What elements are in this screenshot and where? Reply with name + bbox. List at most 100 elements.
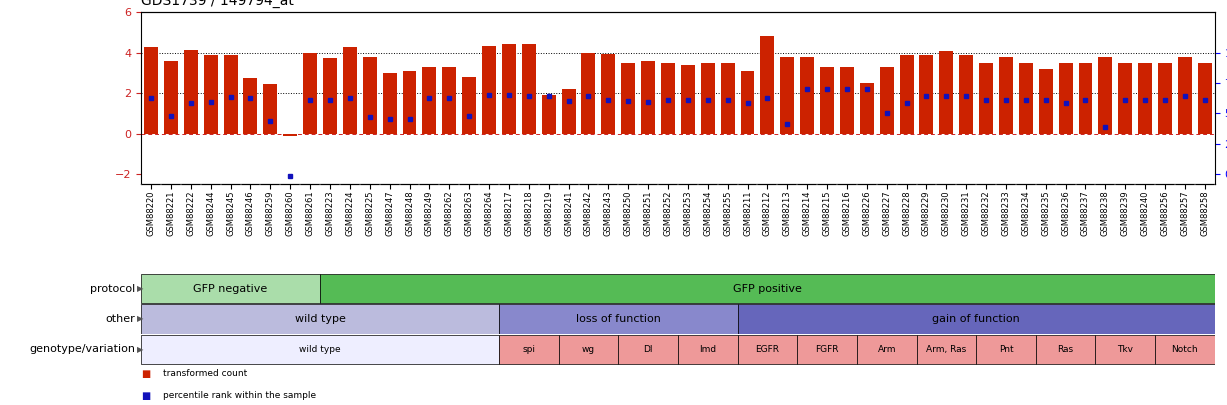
Bar xyxy=(1059,63,1072,134)
Bar xyxy=(741,71,755,134)
Bar xyxy=(618,335,677,364)
Text: spi: spi xyxy=(523,345,535,354)
Text: Imd: Imd xyxy=(699,345,717,354)
Text: ▶: ▶ xyxy=(137,314,144,324)
Text: GFP positive: GFP positive xyxy=(733,284,801,294)
Bar xyxy=(141,305,499,334)
Bar xyxy=(562,89,575,134)
Bar xyxy=(342,47,357,134)
Bar xyxy=(820,67,834,134)
Text: Dl: Dl xyxy=(643,345,653,354)
Bar xyxy=(402,71,416,134)
Bar xyxy=(601,54,615,134)
Bar xyxy=(499,335,558,364)
Bar xyxy=(999,57,1014,134)
Bar xyxy=(1036,335,1096,364)
Bar xyxy=(798,335,856,364)
Text: ▶: ▶ xyxy=(137,284,144,293)
Text: Tkv: Tkv xyxy=(1118,345,1134,354)
Bar xyxy=(283,134,297,136)
Bar xyxy=(264,84,277,134)
Bar xyxy=(661,63,675,134)
Text: gain of function: gain of function xyxy=(933,314,1020,324)
Text: EGFR: EGFR xyxy=(756,345,779,354)
Bar xyxy=(917,335,977,364)
Text: Arm, Ras: Arm, Ras xyxy=(926,345,967,354)
Bar xyxy=(204,55,217,134)
Text: wild type: wild type xyxy=(299,345,341,354)
Bar xyxy=(243,78,258,134)
Bar xyxy=(960,55,973,134)
Bar xyxy=(1096,335,1155,364)
Bar xyxy=(856,335,917,364)
Bar xyxy=(1098,57,1113,134)
Bar xyxy=(940,51,953,134)
Bar xyxy=(558,335,618,364)
Bar xyxy=(223,55,238,134)
Bar xyxy=(800,57,814,134)
Bar xyxy=(502,44,515,134)
Bar xyxy=(442,67,456,134)
Bar xyxy=(582,53,595,134)
Bar xyxy=(979,63,993,134)
Bar xyxy=(737,335,798,364)
Text: ▶: ▶ xyxy=(137,345,144,354)
Text: ■: ■ xyxy=(141,369,151,379)
Bar xyxy=(899,55,914,134)
Bar xyxy=(542,95,556,134)
Text: Notch: Notch xyxy=(1172,345,1199,354)
Bar xyxy=(720,63,735,134)
Bar xyxy=(1039,69,1053,134)
Bar xyxy=(737,305,1215,334)
Text: ■: ■ xyxy=(141,391,151,401)
Bar xyxy=(499,305,737,334)
Bar xyxy=(919,55,934,134)
Bar xyxy=(363,57,377,134)
Bar xyxy=(761,36,774,134)
Text: GDS1739 / 149794_at: GDS1739 / 149794_at xyxy=(141,0,294,8)
Bar xyxy=(681,65,694,134)
Text: other: other xyxy=(106,314,135,324)
Text: wg: wg xyxy=(582,345,595,354)
Bar xyxy=(860,83,874,134)
Text: percentile rank within the sample: percentile rank within the sample xyxy=(163,391,317,400)
Text: transformed count: transformed count xyxy=(163,369,248,377)
Bar xyxy=(422,67,437,134)
Text: GFP negative: GFP negative xyxy=(194,284,267,294)
Bar xyxy=(1178,57,1191,134)
Bar xyxy=(521,44,536,134)
Text: FGFR: FGFR xyxy=(815,345,839,354)
Bar xyxy=(1079,63,1092,134)
Bar xyxy=(1158,63,1172,134)
Bar xyxy=(677,335,737,364)
Bar xyxy=(141,335,499,364)
Bar xyxy=(880,67,893,134)
Bar xyxy=(320,274,1215,303)
Bar xyxy=(303,53,317,134)
Text: Ras: Ras xyxy=(1058,345,1074,354)
Bar xyxy=(642,61,655,134)
Bar xyxy=(840,67,854,134)
Bar xyxy=(1198,63,1212,134)
Text: loss of function: loss of function xyxy=(575,314,660,324)
Bar xyxy=(482,46,496,134)
Text: protocol: protocol xyxy=(90,284,135,294)
Bar xyxy=(701,63,714,134)
Bar xyxy=(383,73,396,134)
Bar xyxy=(1155,335,1215,364)
Bar xyxy=(184,50,198,134)
Bar xyxy=(323,58,337,134)
Bar xyxy=(141,274,320,303)
Bar xyxy=(463,77,476,134)
Bar xyxy=(780,57,794,134)
Bar xyxy=(1018,63,1033,134)
Bar xyxy=(621,63,636,134)
Text: Pnt: Pnt xyxy=(999,345,1014,354)
Bar xyxy=(977,335,1036,364)
Bar xyxy=(164,61,178,134)
Text: Arm: Arm xyxy=(877,345,896,354)
Text: genotype/variation: genotype/variation xyxy=(29,344,135,354)
Bar xyxy=(1118,63,1133,134)
Bar xyxy=(1139,63,1152,134)
Bar xyxy=(144,47,158,134)
